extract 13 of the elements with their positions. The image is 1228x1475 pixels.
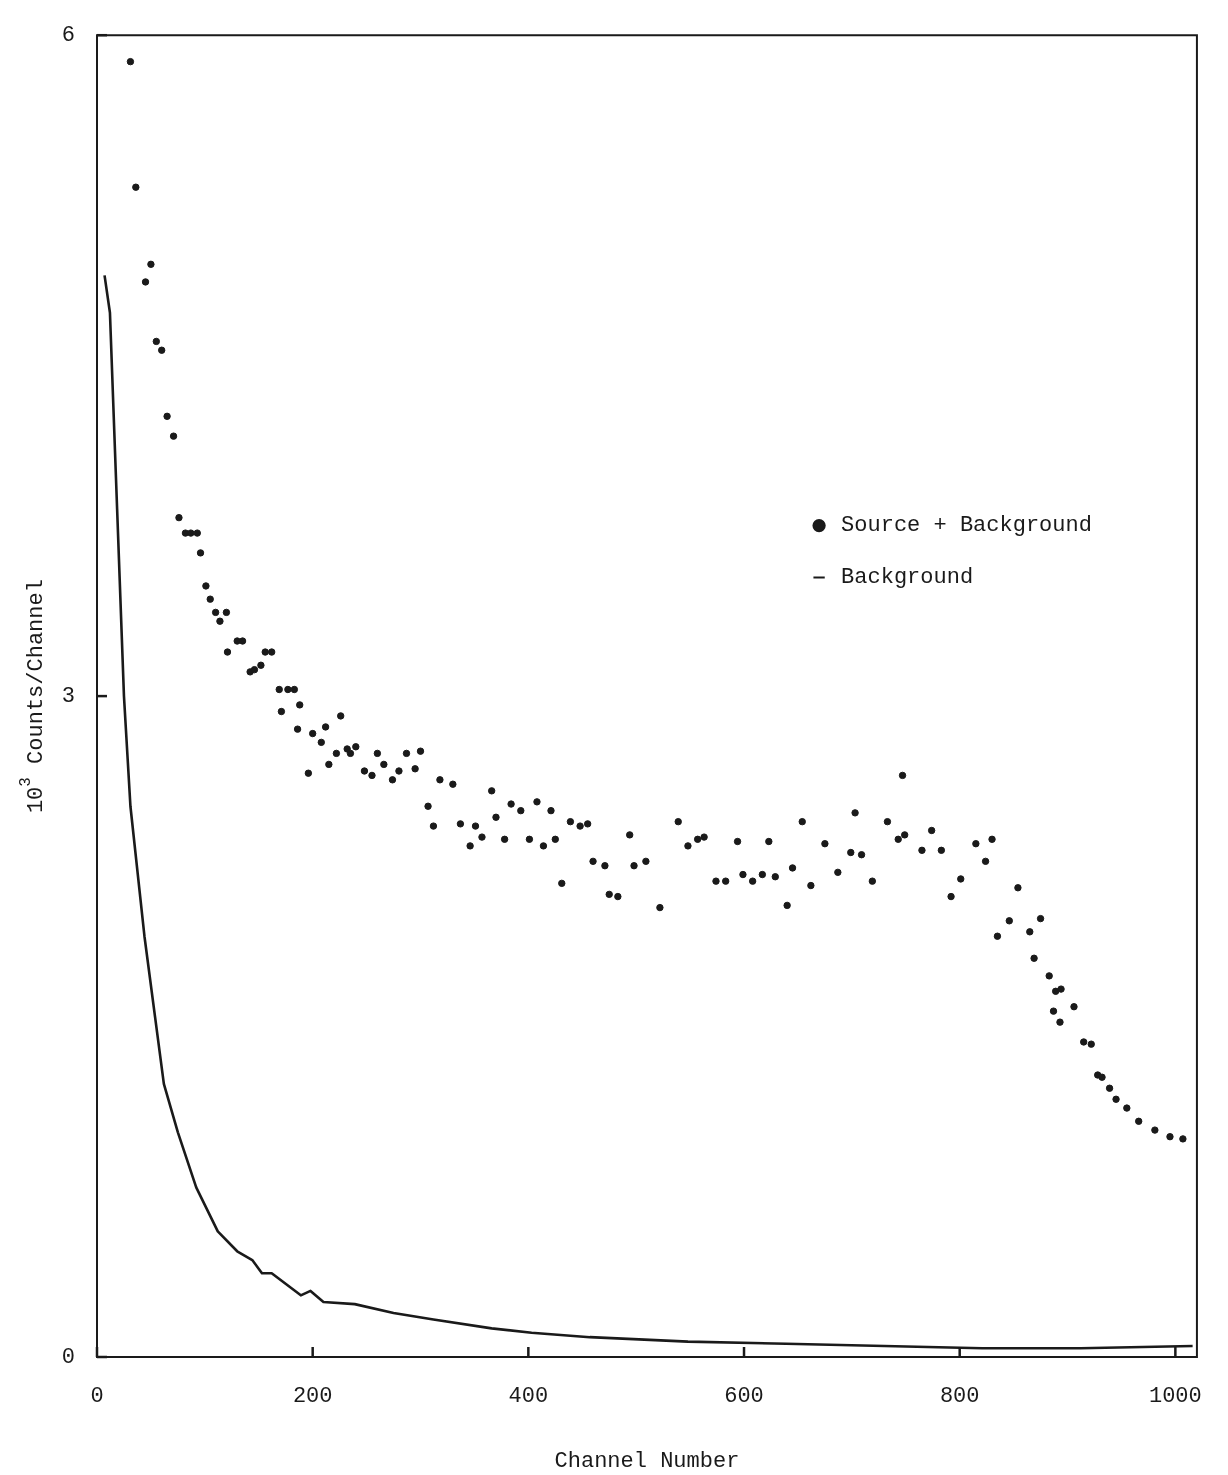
x-tick-label: 0 <box>90 1384 104 1410</box>
x-tick-label: 1000 <box>1148 1384 1202 1410</box>
x-tick-label: 800 <box>939 1384 980 1410</box>
legend-label: Source + Background <box>841 513 1092 539</box>
x-tick-label: 200 <box>292 1384 333 1410</box>
x-axis-title: Channel Number <box>554 1448 740 1474</box>
y-axis-title: 103 Counts/Channel <box>17 579 49 814</box>
y-tick-label: 6 <box>61 23 75 49</box>
legend-label: Background <box>841 565 974 591</box>
x-tick-label: 600 <box>724 1384 764 1410</box>
y-tick-label: 0 <box>61 1344 75 1370</box>
y-tick-label: 3 <box>61 683 75 709</box>
x-tick-label: 400 <box>508 1384 549 1410</box>
